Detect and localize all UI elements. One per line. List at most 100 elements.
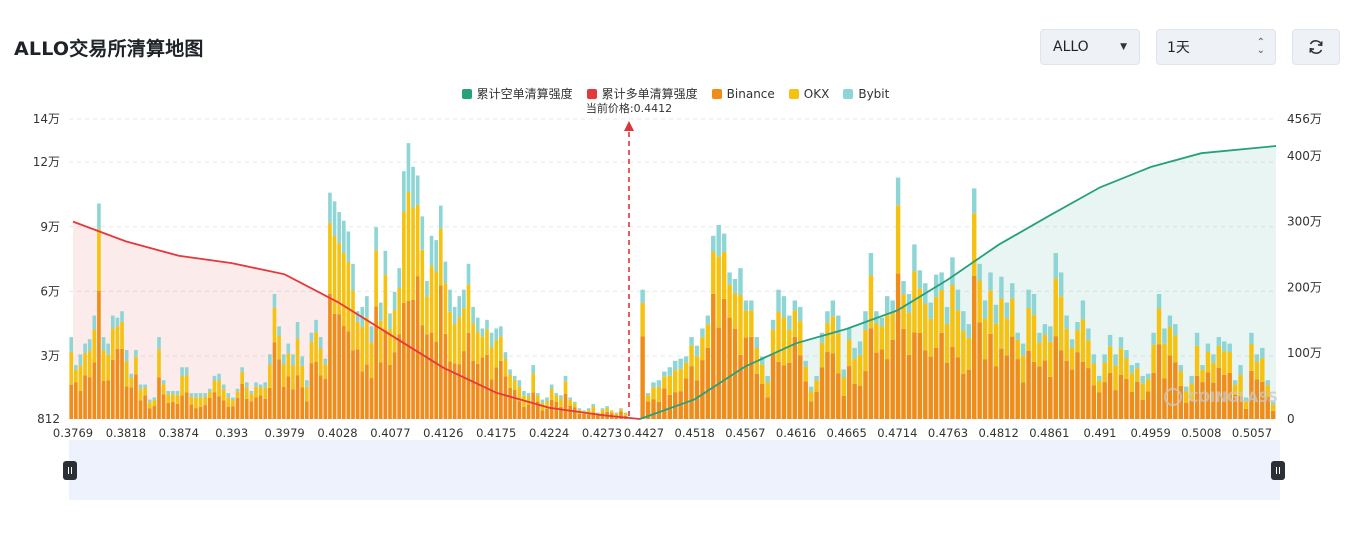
legend-item-okx[interactable]: OKX [788, 85, 829, 102]
bybit-bar [754, 337, 759, 349]
bybit-bar [563, 375, 568, 382]
binance-bar [106, 380, 110, 419]
bybit-bar [147, 399, 152, 403]
okx-bar [591, 406, 596, 413]
bybit-bar [323, 358, 328, 365]
okx-bar [1254, 361, 1260, 380]
binance-bar [226, 406, 231, 419]
binance-bar [138, 400, 143, 419]
binance-bar [743, 337, 749, 419]
okx-bar [360, 326, 365, 372]
okx-bar [305, 386, 309, 402]
bybit-bar [115, 317, 120, 327]
binance-bar [1167, 355, 1173, 419]
binance-bar [689, 366, 694, 419]
y-left-tick-label: 9万 [40, 220, 60, 234]
bybit-bar [662, 371, 667, 377]
binance-bar [1265, 397, 1270, 419]
binance-bar [1037, 366, 1042, 419]
binance-bar [912, 332, 917, 419]
okx-bar [1249, 344, 1254, 371]
bybit-bar [716, 225, 721, 257]
binance-bar [258, 395, 263, 419]
binance-bar [152, 406, 157, 419]
binance-bar [406, 300, 411, 419]
legend-item-bybit[interactable]: Bybit [843, 85, 889, 102]
bybit-bar [110, 315, 115, 329]
okx-bar [1200, 369, 1205, 383]
legend-item-long[interactable]: 累计多单清算强度 [586, 85, 698, 102]
binance-bar [563, 393, 568, 419]
okx-bar [388, 328, 392, 365]
binance-bar [1058, 350, 1064, 419]
binance-bar [1042, 360, 1048, 419]
legend-item-short[interactable]: 累计空单清算强度 [461, 85, 573, 102]
bybit-bar [328, 192, 332, 223]
okx-bar [1058, 296, 1064, 351]
bybit-bar [1222, 341, 1227, 352]
binance-bar [993, 366, 999, 419]
binance-bar [452, 363, 457, 419]
okx-bar [738, 294, 743, 355]
binance-bar [787, 362, 792, 419]
okx-bar [982, 318, 988, 360]
binance-bar [549, 399, 554, 419]
binance-bar [295, 375, 300, 419]
bybit-bar [1243, 397, 1249, 401]
okx-bar [619, 409, 623, 412]
bybit-bar [830, 300, 836, 317]
symbol-select-value: ALLO [1053, 39, 1089, 55]
binance-bar [374, 306, 378, 419]
okx-bar [1020, 355, 1026, 383]
binance-bar [221, 400, 226, 419]
okx-bar [120, 321, 124, 349]
bybit-bar [749, 300, 754, 311]
binance-bar [879, 349, 885, 419]
bybit-bar [901, 281, 906, 295]
page-title: ALLO交易所清算地图 [14, 38, 204, 60]
okx-bar [1189, 383, 1194, 401]
short-liquidation-line [639, 145, 1277, 420]
bybit-bar [309, 332, 314, 342]
okx-bar [559, 398, 563, 407]
symbol-select[interactable]: ALLO ▼ [1040, 29, 1140, 65]
okx-bar [645, 395, 651, 402]
okx-bar [874, 323, 879, 353]
range-slider-right-handle[interactable] [1271, 461, 1285, 480]
range-select[interactable]: 1天 ⌃ ⌄ [1156, 29, 1276, 65]
okx-bar [452, 323, 457, 364]
okx-bar [194, 397, 198, 409]
bybit-bar [272, 293, 277, 308]
okx-bar [101, 350, 106, 381]
binance-bar [1086, 368, 1091, 419]
binance-bar [874, 352, 879, 419]
y-right-tick-label: 100万 [1287, 346, 1322, 360]
okx-bar [226, 397, 231, 407]
binance-bar [559, 406, 563, 419]
binance-bar [499, 360, 503, 419]
okx-bar [1113, 365, 1118, 391]
legend-item-binance[interactable]: Binance [711, 85, 775, 102]
x-tick-label: 0.4077 [370, 426, 410, 440]
binance-bar [819, 367, 825, 419]
bybit-bar [1232, 380, 1238, 385]
okx-bar [765, 382, 770, 398]
binance-bar [727, 317, 732, 419]
binance-bar [863, 371, 868, 419]
bybit-bar [291, 354, 295, 366]
okx-bar [814, 380, 819, 392]
okx-bar [623, 413, 628, 416]
bybit-bar [318, 337, 323, 349]
range-slider-left-handle[interactable] [63, 461, 77, 480]
okx-bar [212, 380, 217, 393]
binance-bar [841, 395, 846, 419]
okx-bar [1162, 343, 1167, 379]
bybit-bar [1069, 339, 1075, 348]
x-tick-label: 0.3818 [106, 426, 146, 440]
binance-bar [203, 405, 207, 419]
okx-bar [1238, 374, 1243, 396]
bybit-bar [1031, 293, 1037, 315]
binance-bar [78, 390, 83, 419]
x-tick-label: 0.4427 [624, 426, 664, 440]
refresh-button[interactable] [1292, 29, 1340, 65]
